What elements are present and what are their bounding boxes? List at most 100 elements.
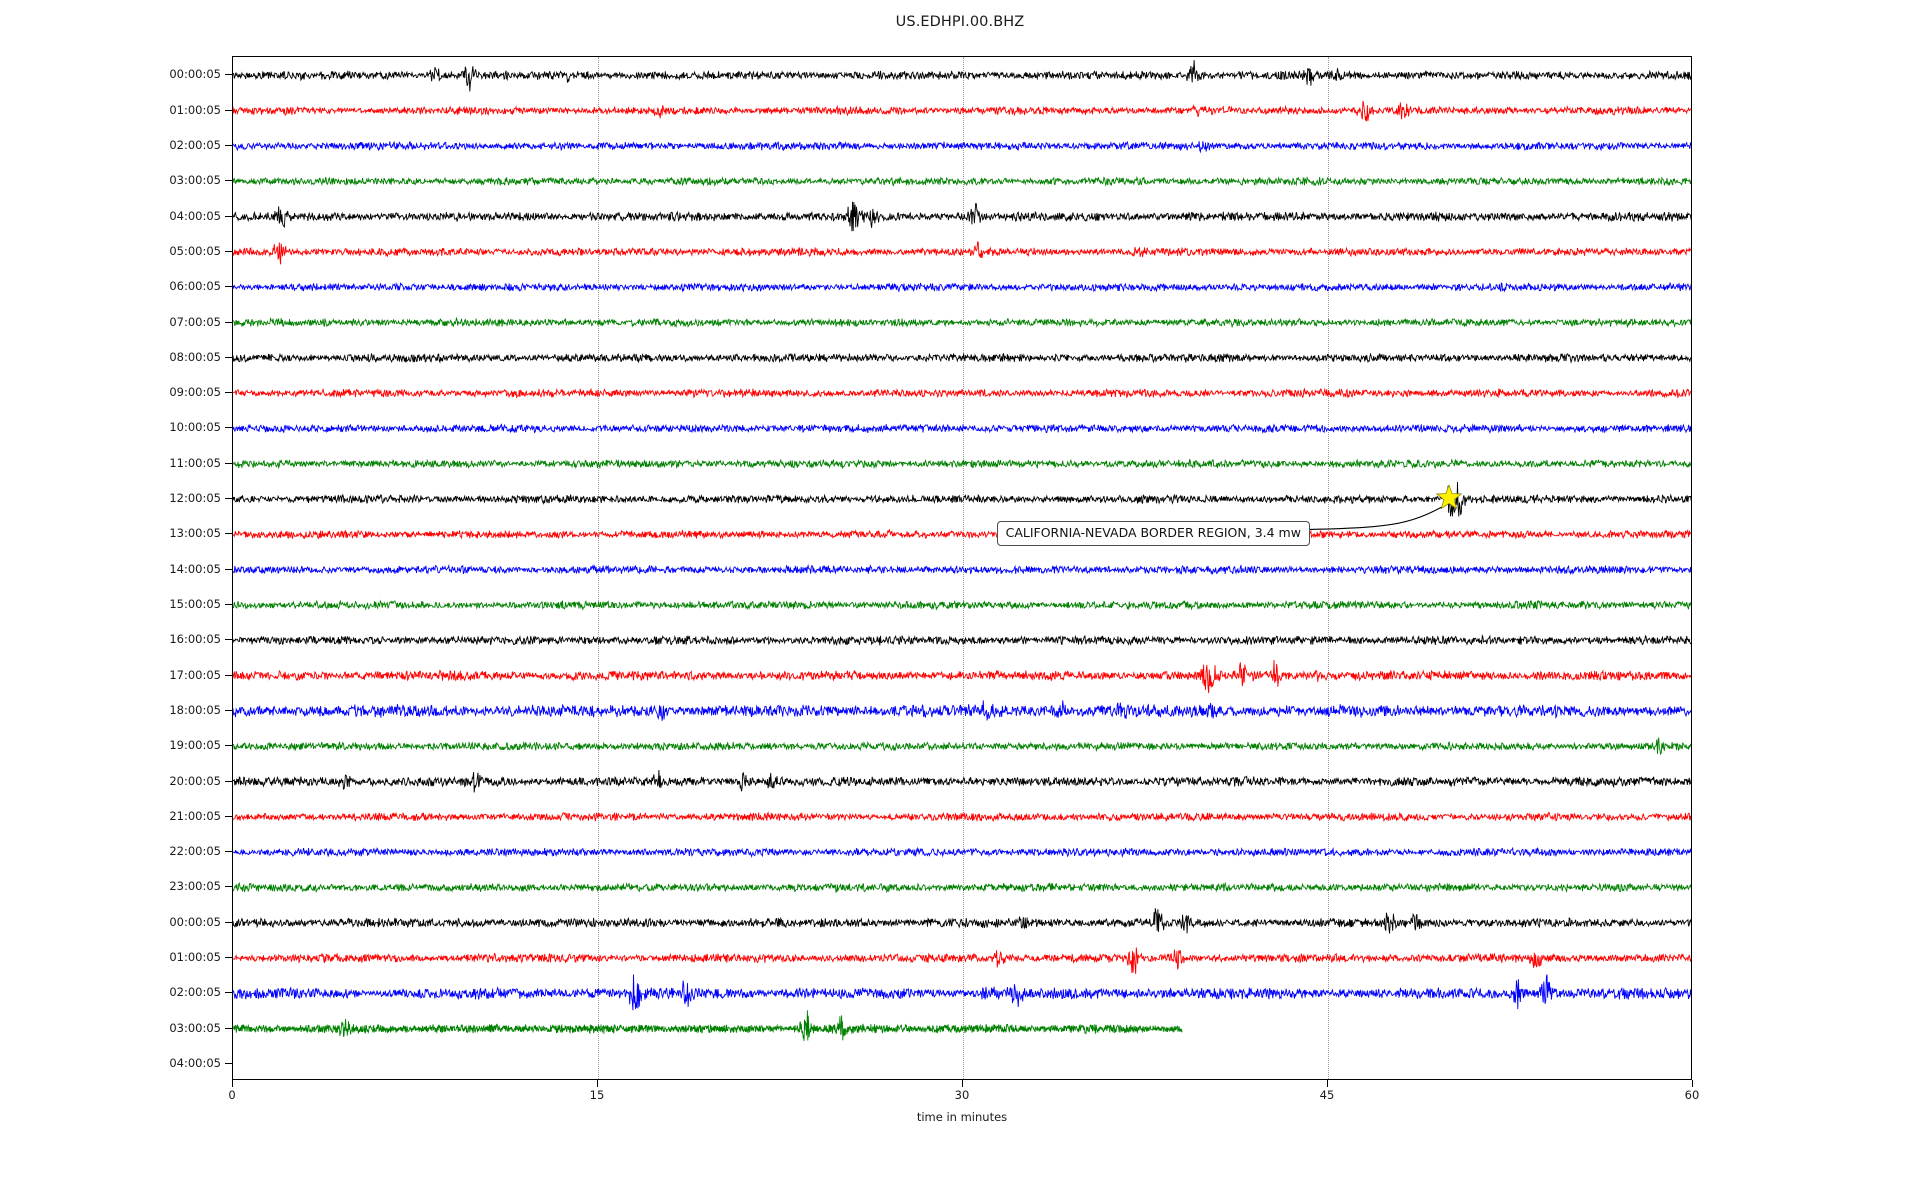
trace-13 <box>233 528 1691 540</box>
trace-23 <box>233 881 1691 894</box>
y-tick-mark <box>225 709 232 711</box>
y-tick-label: 23:00:05 <box>169 879 221 894</box>
y-tick-label: 07:00:05 <box>169 314 221 329</box>
trace-2 <box>233 140 1691 154</box>
y-tick-mark <box>225 498 232 500</box>
x-tick-label: 60 <box>1684 1088 1700 1102</box>
x-tick-label: 15 <box>589 1088 605 1102</box>
y-tick-label: 01:00:05 <box>169 950 221 965</box>
y-tick-mark <box>225 356 232 358</box>
trace-14 <box>233 563 1691 576</box>
trace-6 <box>233 281 1691 293</box>
y-tick-label: 09:00:05 <box>169 385 221 400</box>
x-tick-label: 45 <box>1319 1088 1335 1102</box>
y-tick-mark <box>225 674 232 676</box>
trace-21 <box>233 811 1691 823</box>
y-tick-mark <box>225 427 232 429</box>
y-tick-label: 05:00:05 <box>169 243 221 258</box>
y-tick-label: 11:00:05 <box>169 455 221 470</box>
y-tick-mark <box>225 604 232 606</box>
x-tick-label: 0 <box>228 1088 236 1102</box>
y-tick-mark <box>225 957 232 959</box>
trace-10 <box>233 423 1691 434</box>
y-tick-label: 15:00:05 <box>169 597 221 612</box>
trace-12 <box>233 481 1691 517</box>
y-tick-mark <box>225 286 232 288</box>
y-tick-mark <box>225 745 232 747</box>
y-tick-label: 02:00:05 <box>169 985 221 1000</box>
y-tick-label: 21:00:05 <box>169 808 221 823</box>
trace-16 <box>233 633 1691 647</box>
trace-8 <box>233 352 1691 364</box>
y-tick-mark <box>225 780 232 782</box>
x-tick-mark <box>1327 1080 1328 1087</box>
plot-area <box>232 56 1692 1080</box>
trace-24 <box>233 908 1691 934</box>
y-tick-label: 19:00:05 <box>169 738 221 753</box>
y-tick-mark <box>225 462 232 464</box>
trace-18 <box>233 700 1691 721</box>
y-tick-mark <box>225 180 232 182</box>
trace-27 <box>233 1010 1183 1041</box>
trace-15 <box>233 599 1691 611</box>
trace-0 <box>233 60 1691 92</box>
y-tick-label: 17:00:05 <box>169 667 221 682</box>
y-tick-mark <box>225 568 232 570</box>
y-tick-mark <box>225 992 232 994</box>
x-axis-label: time in minutes <box>916 1110 1008 1124</box>
y-tick-mark <box>225 109 232 111</box>
y-tick-mark <box>225 815 232 817</box>
trace-20 <box>233 769 1691 793</box>
page-title: US.EDHPI.00.BHZ <box>895 14 1025 30</box>
seismogram-traces <box>233 60 1691 1041</box>
y-tick-label: 12:00:05 <box>169 491 221 506</box>
x-tick-label: 30 <box>954 1088 970 1102</box>
y-tick-label: 16:00:05 <box>169 632 221 647</box>
y-tick-mark <box>225 639 232 641</box>
trace-22 <box>233 846 1691 859</box>
y-tick-label: 00:00:05 <box>169 914 221 929</box>
y-tick-mark <box>225 321 232 323</box>
y-tick-mark <box>225 74 232 76</box>
trace-9 <box>233 387 1691 399</box>
y-tick-mark <box>225 533 232 535</box>
y-tick-mark <box>225 886 232 888</box>
trace-3 <box>233 175 1691 187</box>
y-tick-mark <box>225 921 232 923</box>
y-tick-label: 04:00:05 <box>169 208 221 223</box>
y-tick-label: 18:00:05 <box>169 702 221 717</box>
trace-25 <box>233 947 1691 975</box>
y-tick-mark <box>225 392 232 394</box>
y-tick-label: 06:00:05 <box>169 279 221 294</box>
trace-5 <box>233 241 1691 265</box>
trace-26 <box>233 974 1691 1011</box>
y-tick-label: 03:00:05 <box>169 1020 221 1035</box>
x-tick-mark <box>962 1080 963 1087</box>
x-tick-mark <box>232 1080 233 1087</box>
trace-4 <box>233 201 1691 232</box>
y-tick-label: 04:00:05 <box>169 1056 221 1071</box>
earthquake-annotation-label: CALIFORNIA-NEVADA BORDER REGION, 3.4 mw <box>996 521 1310 547</box>
y-tick-mark <box>225 851 232 853</box>
y-tick-mark <box>225 250 232 252</box>
trace-19 <box>233 737 1691 756</box>
y-tick-mark <box>225 1063 232 1065</box>
y-tick-label: 13:00:05 <box>169 526 221 541</box>
y-tick-label: 14:00:05 <box>169 561 221 576</box>
trace-17 <box>233 660 1691 694</box>
y-tick-mark <box>225 1027 232 1029</box>
y-tick-label: 22:00:05 <box>169 844 221 859</box>
y-tick-label: 10:00:05 <box>169 420 221 435</box>
y-tick-mark <box>225 144 232 146</box>
x-tick-mark <box>597 1080 598 1087</box>
y-tick-mark <box>225 215 232 217</box>
y-tick-label: 01:00:05 <box>169 102 221 117</box>
y-tick-label: 02:00:05 <box>169 137 221 152</box>
y-tick-label: 20:00:05 <box>169 773 221 788</box>
y-tick-label: 03:00:05 <box>169 173 221 188</box>
trace-1 <box>233 100 1691 122</box>
y-tick-label: 08:00:05 <box>169 349 221 364</box>
y-tick-label: 00:00:05 <box>169 67 221 82</box>
x-tick-mark <box>1692 1080 1693 1087</box>
